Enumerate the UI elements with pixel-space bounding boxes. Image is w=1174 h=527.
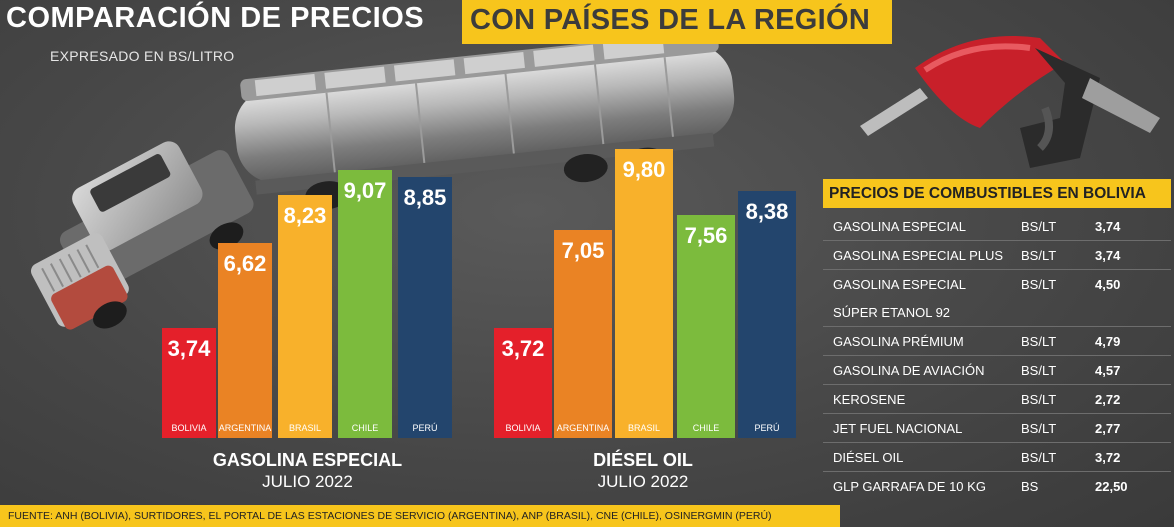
table-row: SÚPER ETANOL 92 <box>823 298 1171 327</box>
bar-peru <box>738 190 796 438</box>
title-highlight-box: CON PAÍSES DE LA REGIÓN <box>462 0 892 44</box>
row-name: GASOLINA PRÉMIUM <box>833 334 964 349</box>
bar-category-label: BOLIVIA <box>171 423 207 433</box>
bar-value-label: 9,80 <box>622 156 666 182</box>
row-unit: BS <box>1021 479 1039 494</box>
bar-value-label: 6,62 <box>223 250 267 276</box>
row-name: KEROSENE <box>833 392 906 407</box>
row-name: GASOLINA ESPECIAL PLUS <box>833 248 1004 263</box>
row-value: 3,74 <box>1095 248 1121 263</box>
bar-value-label: 7,05 <box>561 238 605 264</box>
row-unit: BS/LT <box>1021 219 1057 234</box>
table-row: GASOLINA ESPECIAL PLUS BS/LT 3,74 <box>823 241 1171 270</box>
bar-value-label: 8,38 <box>745 198 789 224</box>
main-title: COMPARACIÓN DE PRECIOS <box>6 2 425 34</box>
row-name: GASOLINA DE AVIACIÓN <box>833 363 985 378</box>
row-unit: BS/LT <box>1021 363 1057 378</box>
row-value: 4,79 <box>1095 334 1121 349</box>
row-name: GASOLINA ESPECIAL <box>833 219 966 234</box>
chart-title-gasoline: GASOLINA ESPECIAL <box>212 450 403 470</box>
main-title-highlight: CON PAÍSES DE LA REGIÓN <box>470 4 871 36</box>
row-unit: BS/LT <box>1021 421 1057 436</box>
row-unit: BS/LT <box>1021 277 1057 292</box>
bar-category-label: PERÚ <box>754 423 780 433</box>
row-unit: BS/LT <box>1021 334 1057 349</box>
chart-title-diesel: DIÉSEL OIL <box>593 450 693 470</box>
bar-value-label: 8,85 <box>403 184 447 210</box>
row-unit: BS/LT <box>1021 392 1057 407</box>
table-row: KEROSENE BS/LT 2,72 <box>823 385 1171 414</box>
row-name: GASOLINA ESPECIAL <box>833 277 966 292</box>
bar-argentina <box>218 242 272 438</box>
bar-bolivia <box>162 327 216 438</box>
bar-value-label: 3,72 <box>501 336 545 362</box>
bar-category-label: CHILE <box>692 423 720 433</box>
row-name: JET FUEL NACIONAL <box>833 421 963 436</box>
row-unit: BS/LT <box>1021 450 1057 465</box>
units-subtitle: EXPRESADO EN BS/LITRO <box>50 48 235 64</box>
row-value: 3,72 <box>1095 450 1121 465</box>
row-unit: BS/LT <box>1021 248 1057 263</box>
source-bar: FUENTE: ANH (BOLIVIA), SURTIDORES, EL PO… <box>0 505 840 527</box>
bar-category-label: BRASIL <box>627 423 660 433</box>
row-value: 3,74 <box>1095 219 1121 234</box>
price-table: GASOLINA ESPECIAL BS/LT 3,74 GASOLINA ES… <box>823 212 1171 500</box>
row-value: 4,50 <box>1095 277 1121 292</box>
bar-category-label: BOLIVIA <box>505 423 541 433</box>
bar-category-label: ARGENTINA <box>556 423 610 433</box>
bar-category-label: CHILE <box>351 423 379 433</box>
bar-bolivia <box>494 328 552 438</box>
chart-subtitle-diesel: JULIO 2022 <box>597 472 689 491</box>
table-row: GASOLINA PRÉMIUM BS/LT 4,79 <box>823 327 1171 356</box>
source-text: FUENTE: ANH (BOLIVIA), SURTIDORES, EL PO… <box>8 510 772 522</box>
bar-peru <box>398 176 452 438</box>
table-row: JET FUEL NACIONAL BS/LT 2,77 <box>823 414 1171 443</box>
table-row: DIÉSEL OIL BS/LT 3,72 <box>823 443 1171 472</box>
row-value: 22,50 <box>1095 479 1128 494</box>
bar-value-label: 7,56 <box>684 222 728 248</box>
price-table-title: PRECIOS DE COMBUSTIBLES EN BOLIVIA <box>829 185 1146 202</box>
bar-brasil <box>615 148 673 438</box>
fuel-nozzle-illustration <box>860 36 1160 168</box>
table-row: GLP GARRAFA DE 10 KG BS 22,50 <box>823 472 1171 500</box>
bar-category-label: PERÚ <box>412 423 438 433</box>
bar-category-label: BRASIL <box>288 423 321 433</box>
row-name: GLP GARRAFA DE 10 KG <box>833 479 986 494</box>
table-row: GASOLINA DE AVIACIÓN BS/LT 4,57 <box>823 356 1171 385</box>
price-table-header: PRECIOS DE COMBUSTIBLES EN BOLIVIA <box>823 179 1171 208</box>
row-value: 2,77 <box>1095 421 1121 436</box>
table-row: GASOLINA ESPECIAL BS/LT 4,50 <box>823 270 1171 298</box>
table-row: GASOLINA ESPECIAL BS/LT 3,74 <box>823 212 1171 241</box>
bar-value-label: 8,23 <box>283 203 327 229</box>
bar-brasil <box>278 195 332 438</box>
chart-subtitle-gasoline: JULIO 2022 <box>262 472 353 491</box>
bar-argentina <box>554 230 612 438</box>
bar-category-label: ARGENTINA <box>218 423 272 433</box>
bar-value-label: 3,74 <box>167 335 211 361</box>
row-value: 4,57 <box>1095 363 1121 378</box>
bar-chile <box>338 170 392 438</box>
bar-value-label: 9,07 <box>343 178 387 204</box>
row-name: DIÉSEL OIL <box>833 450 904 465</box>
row-name: SÚPER ETANOL 92 <box>833 305 951 320</box>
row-value: 2,72 <box>1095 392 1121 407</box>
bar-chile <box>677 214 735 438</box>
